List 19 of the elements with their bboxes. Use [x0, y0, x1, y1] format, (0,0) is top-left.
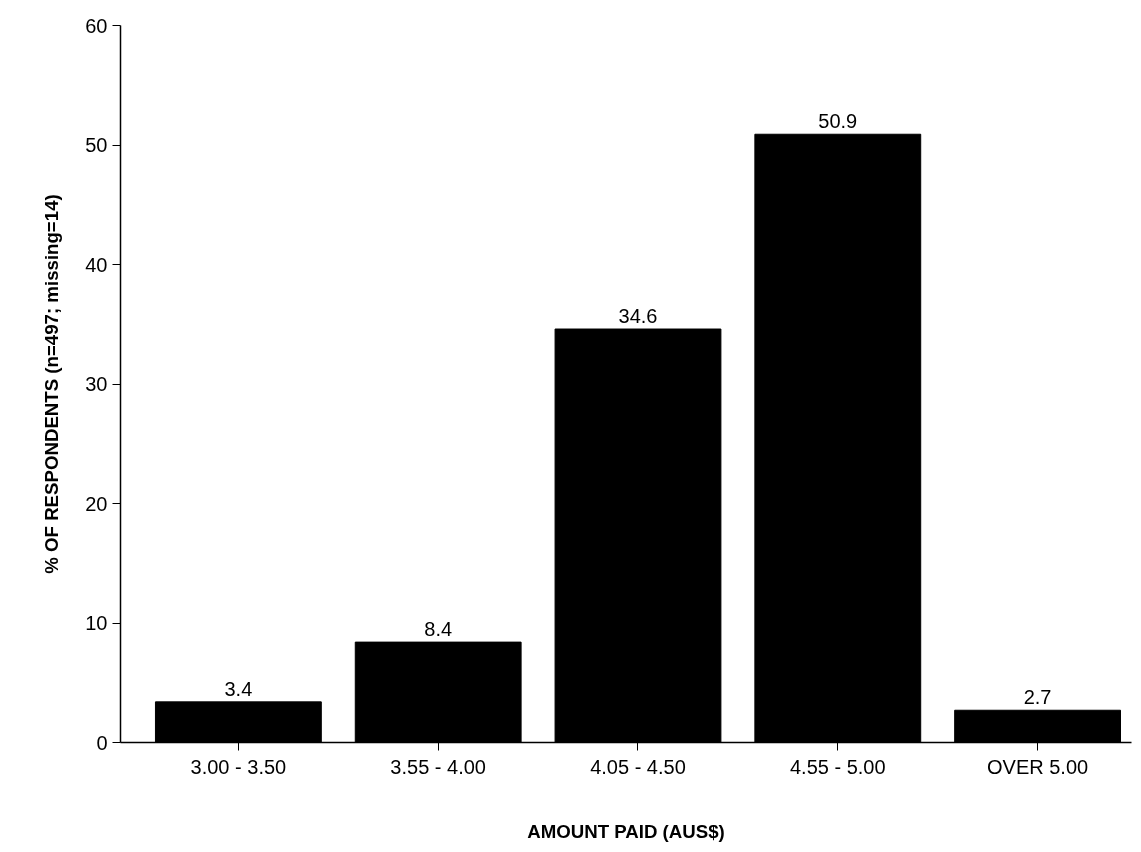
data-label: 50.9: [818, 110, 858, 133]
x-tick-label: 4.55 - 5.00: [789, 755, 886, 778]
x-tick-label: 3.00 - 3.50: [190, 755, 287, 778]
y-tick-label: 50: [85, 134, 108, 156]
data-label: 2.7: [1023, 686, 1052, 709]
data-label: 8.4: [424, 618, 453, 641]
x-tick-label: OVER 5.00: [987, 755, 1089, 778]
y-axis-title: % OF RESPONDENTS (n=497; missing=14): [41, 194, 63, 574]
y-tick-label: 10: [85, 612, 108, 634]
data-label: 34.6: [618, 305, 658, 328]
y-tick-label: 60: [85, 14, 108, 37]
x-tick-label: 3.55 - 4.00: [390, 755, 486, 778]
data-label: 3.4: [224, 677, 253, 700]
y-tick-label: 20: [85, 492, 108, 515]
y-tick-label: 30: [85, 373, 108, 395]
y-tick-label: 40: [85, 253, 108, 276]
y-tick-label: 0: [96, 731, 108, 754]
x-tick-label: 4.05 - 4.50: [590, 755, 686, 778]
x-axis-title: AMOUNT PAID (AUS$): [527, 820, 725, 842]
